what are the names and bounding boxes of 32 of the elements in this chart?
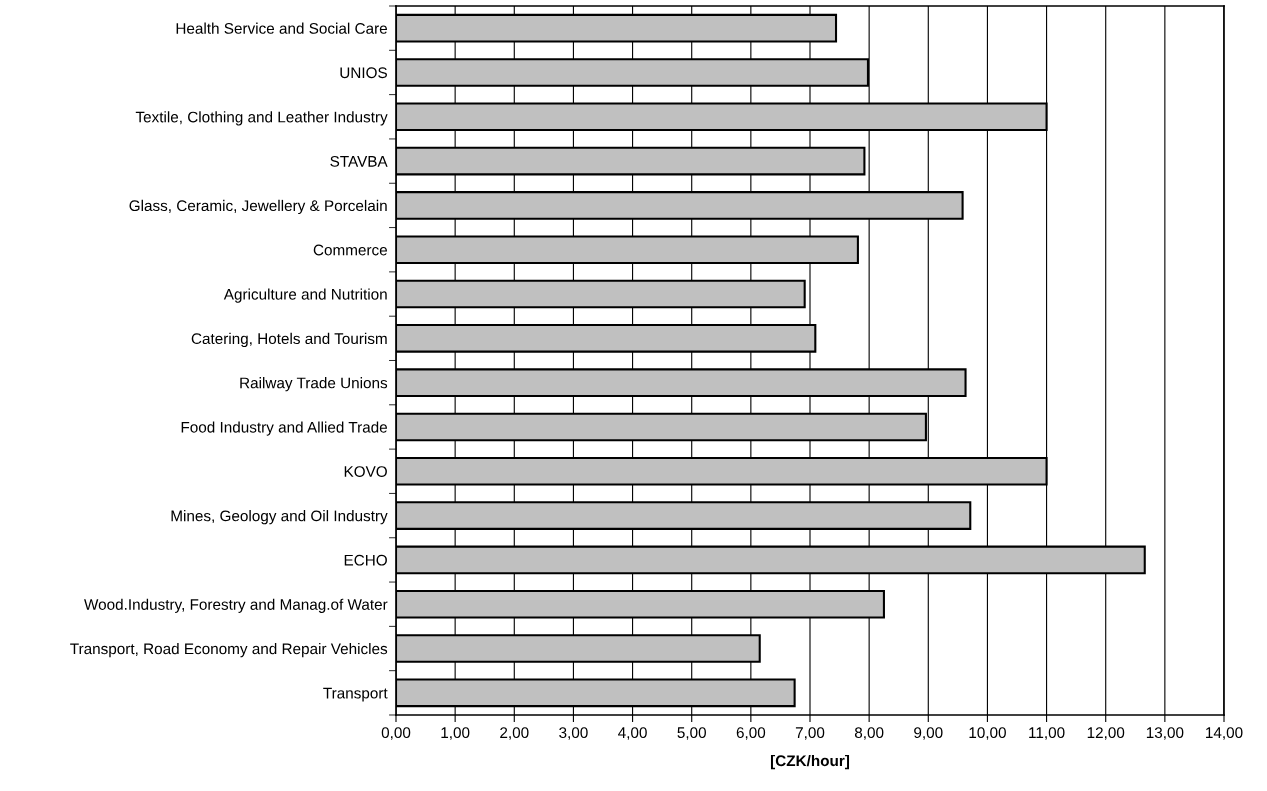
x-tick-label: 2,00	[500, 727, 529, 740]
y-tick-label: KOVO	[344, 466, 387, 477]
x-tick-label: 3,00	[559, 727, 588, 740]
x-tick-label: 12,00	[1087, 727, 1125, 740]
y-tick-label: Railway Trade Unions	[240, 377, 388, 392]
x-tick-label: 6,00	[736, 727, 766, 740]
y-tick-label: Glass, Ceramic, Jewellery & Porcelain	[129, 199, 387, 215]
x-tick-label: 8,00	[854, 727, 884, 740]
x-tick-label: 5,00	[677, 727, 706, 740]
x-tick-label: 10,00	[969, 727, 1006, 740]
x-tick-label: 7,00	[795, 727, 825, 740]
y-tick-label: Health Service and Social Care	[176, 22, 387, 34]
x-tick-label: 1,00	[441, 727, 470, 740]
x-tick-label: 13,00	[1146, 727, 1184, 740]
y-tick-label: Food Industry and Allied Trade	[181, 421, 387, 436]
x-tick-label: 9,00	[914, 727, 943, 740]
y-tick-label: ECHO	[344, 554, 387, 566]
y-tick-label: Transport, Road Economy and Repair Vehicles	[70, 643, 388, 658]
y-tick-label: Agriculture and Nutrition	[223, 288, 387, 303]
y-tick-label: Catering, Hotels and Tourism	[191, 332, 387, 348]
x-tick-label: 0,00	[381, 727, 411, 740]
x-axis-title: [CZK/hour]	[770, 754, 850, 770]
x-tick-label: 4,00	[618, 727, 647, 740]
x-tick-label: 11,00	[1029, 727, 1065, 740]
y-tick-label: Commerce	[313, 244, 387, 256]
y-tick-label: Textile, Clothing and Leather Industry	[135, 111, 388, 126]
y-tick-label: STAVBA	[330, 155, 388, 167]
y-tick-label: Transport	[323, 687, 388, 702]
y-tick-label: UNIOS	[340, 67, 387, 79]
x-tick-label: 14,00	[1206, 727, 1243, 740]
y-tick-label: Wood.Industry, Forestry and Manag.of Water	[84, 598, 388, 613]
y-tick-label: Mines, Geology and Oil Industry	[171, 510, 388, 525]
